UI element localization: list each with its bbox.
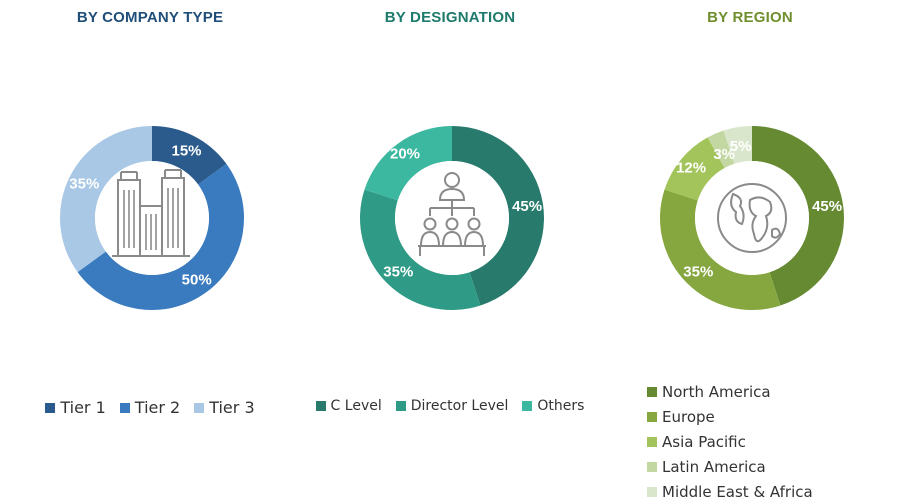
legend-swatch <box>315 401 326 411</box>
legend-swatch <box>45 402 56 413</box>
globe-icon <box>717 183 787 253</box>
legend-region: North America Europe Asia Pacific Latin Ame… <box>647 383 813 501</box>
legend-label: North America <box>662 383 771 401</box>
legend-swatch <box>647 462 657 472</box>
data-label: 50% <box>182 272 212 289</box>
donut-slice <box>364 126 452 201</box>
donut-slice <box>360 189 481 310</box>
donut-slice <box>664 137 725 201</box>
legend-label: Middle East & Africa <box>662 483 813 501</box>
legend-swatch <box>522 401 533 411</box>
legend-swatch <box>647 487 657 497</box>
legend-swatch <box>647 412 657 422</box>
donut-slice <box>152 126 227 185</box>
chart-title: BY COMPANY TYPE <box>76 9 224 26</box>
legend-item: North America <box>647 383 813 401</box>
data-label: 3% <box>713 146 735 163</box>
legend-swatch <box>647 437 657 447</box>
legend-label: Others <box>537 398 585 414</box>
donut-hole <box>695 161 809 275</box>
legend-item: C Level <box>315 398 382 414</box>
data-label: 45% <box>512 198 542 215</box>
donut-slice <box>723 126 752 164</box>
donut-chart-region: 45% 35% 12% 3%5% <box>660 126 844 310</box>
legend-label: Asia Pacific <box>662 433 746 451</box>
legend-item: Tier 3 <box>194 398 255 417</box>
legend-label: Latin America <box>662 458 766 476</box>
chart-panel-region: BY REGION 45% 35% 12% 3% 5% North America Eur… <box>600 0 900 501</box>
legend-label: Tier 3 <box>209 398 255 417</box>
data-label: 12% <box>676 160 706 177</box>
data-label: 35% <box>683 264 713 281</box>
donut-slice <box>707 130 735 169</box>
data-label: 35% <box>69 176 99 193</box>
legend-item: Tier 1 <box>45 398 106 417</box>
legend-item: Latin America <box>647 458 813 476</box>
donut-slice <box>752 126 844 306</box>
donut-slice <box>660 189 781 310</box>
donut-slice <box>452 126 544 306</box>
chart-title: BY REGION <box>707 9 793 26</box>
chart-panel-designation: BY DESIGNATION 45% 35% 20% C Level Director… <box>300 0 600 501</box>
chart-title: BY DESIGNATION <box>384 9 516 26</box>
legend-label: Director Level <box>410 398 509 414</box>
legend-swatch <box>119 402 130 413</box>
data-label: 15% <box>171 142 201 159</box>
chart-panel-company-type: BY COMPANY TYPE 15% 50% 35% Tier 1 Tier 2 Ti… <box>0 0 300 501</box>
buildings-icon <box>112 169 190 257</box>
legend-item: Others <box>522 398 584 414</box>
legend-item: Europe <box>647 408 813 426</box>
data-label: 35% <box>383 264 413 281</box>
donut-slice <box>77 163 245 310</box>
legend-swatch <box>395 401 406 411</box>
org-hierarchy-icon <box>418 172 486 256</box>
data-label: 5% <box>730 138 752 155</box>
legend-label: Tier 2 <box>134 398 181 417</box>
donut-chart-designation: 45% 35% 20% <box>360 126 544 310</box>
legend-item: Tier 2 <box>119 398 181 417</box>
legend-designation: C Level Director Level Others <box>300 398 600 414</box>
legend-swatch <box>194 402 205 413</box>
donut-slice <box>59 126 152 273</box>
donut-hole <box>95 161 209 275</box>
data-label: 20% <box>390 145 420 162</box>
legend-company-type: Tier 1 Tier 2 Tier 3 <box>0 398 300 417</box>
data-label: 45% <box>812 198 842 215</box>
legend-swatch <box>647 387 657 397</box>
legend-label: C Level <box>330 398 382 414</box>
legend-item: Director Level <box>395 398 509 414</box>
donut-chart-company-type: 15% 50% 35% <box>59 126 245 310</box>
legend-label: Europe <box>662 408 715 426</box>
legend-item: Middle East & Africa <box>647 483 813 501</box>
legend-label: Tier 1 <box>60 398 106 417</box>
legend-item: Asia Pacific <box>647 433 813 451</box>
